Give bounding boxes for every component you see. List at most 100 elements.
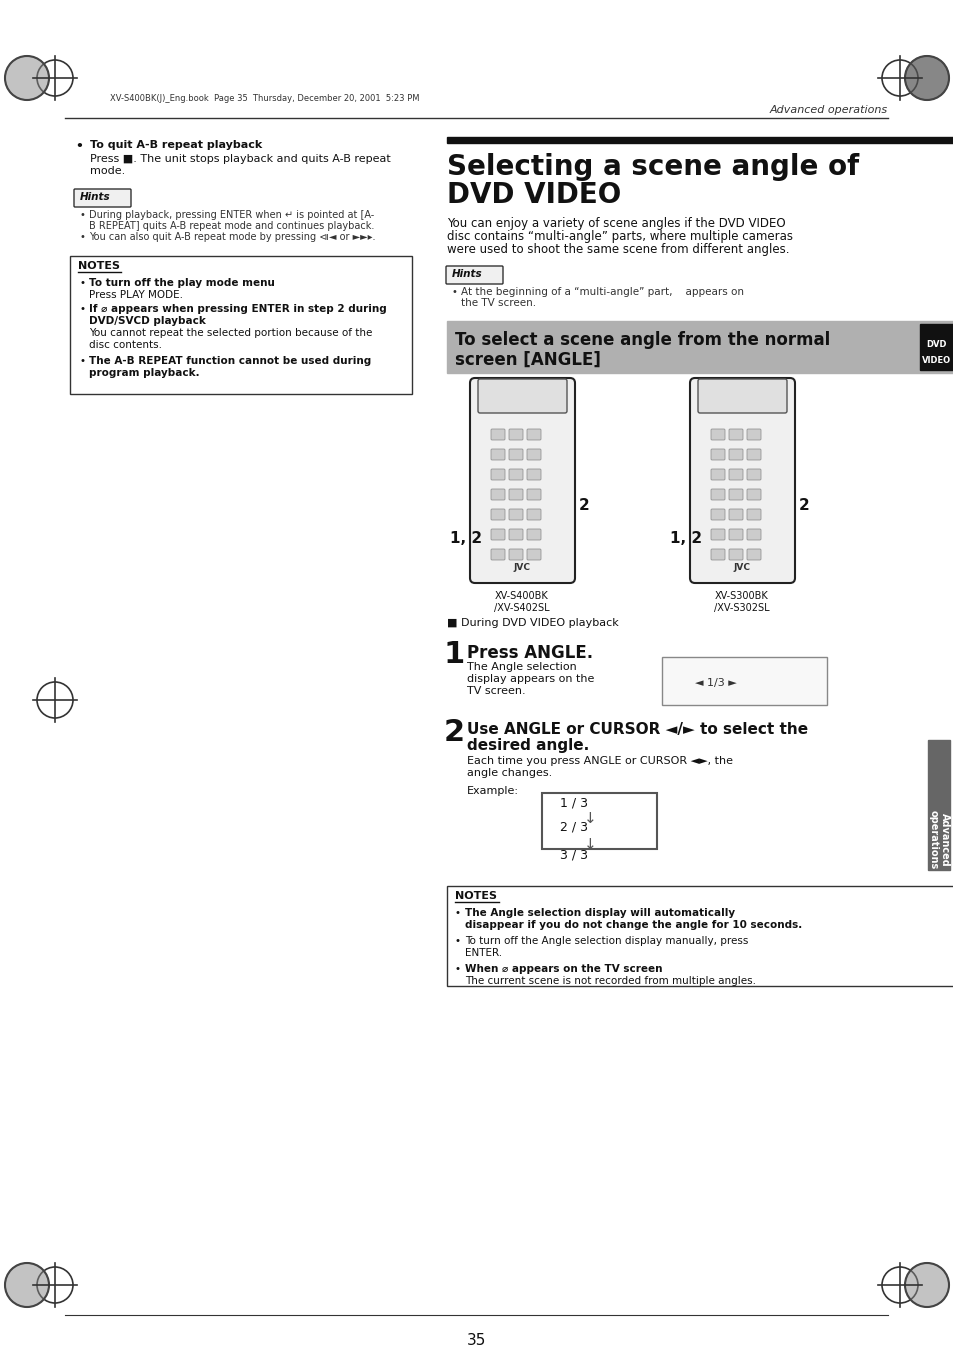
FancyBboxPatch shape: [526, 489, 540, 500]
Bar: [447, 322, 953, 373]
Text: At the beginning of a “multi-angle” part,    appears on: At the beginning of a “multi-angle” part…: [460, 286, 743, 297]
Text: 1, 2: 1, 2: [669, 531, 701, 546]
Text: 1: 1: [443, 640, 465, 669]
Text: Hints: Hints: [80, 192, 111, 203]
FancyBboxPatch shape: [491, 489, 504, 500]
Text: ↓: ↓: [583, 811, 597, 825]
Bar: [447, 136, 953, 143]
FancyBboxPatch shape: [526, 449, 540, 459]
FancyBboxPatch shape: [710, 469, 724, 480]
FancyBboxPatch shape: [470, 378, 575, 584]
Text: disappear if you do not change the angle for 10 seconds.: disappear if you do not change the angle…: [464, 920, 801, 929]
Text: Example:: Example:: [467, 786, 518, 796]
FancyBboxPatch shape: [728, 530, 742, 540]
FancyBboxPatch shape: [491, 509, 504, 520]
FancyBboxPatch shape: [491, 449, 504, 459]
Text: The current scene is not recorded from multiple angles.: The current scene is not recorded from m…: [464, 975, 755, 986]
Text: VIDEO: VIDEO: [922, 357, 950, 365]
Text: ↓: ↓: [583, 838, 597, 852]
FancyBboxPatch shape: [509, 430, 522, 440]
FancyBboxPatch shape: [728, 449, 742, 459]
Text: •: •: [455, 965, 460, 974]
Circle shape: [904, 1263, 948, 1306]
Text: The Angle selection display will automatically: The Angle selection display will automat…: [464, 908, 735, 917]
Bar: [927, 740, 949, 870]
FancyBboxPatch shape: [728, 430, 742, 440]
Text: When ⌀ appears on the TV screen: When ⌀ appears on the TV screen: [464, 965, 661, 974]
Text: Use ANGLE or CURSOR ◄/► to select the: Use ANGLE or CURSOR ◄/► to select the: [467, 721, 807, 738]
Text: To turn off the Angle selection display manually, press: To turn off the Angle selection display …: [464, 936, 747, 946]
Text: display appears on the: display appears on the: [467, 674, 594, 684]
Text: 2 / 3: 2 / 3: [559, 821, 587, 834]
FancyBboxPatch shape: [74, 189, 131, 207]
Text: •: •: [80, 357, 86, 366]
Text: program playback.: program playback.: [89, 367, 199, 378]
FancyBboxPatch shape: [509, 530, 522, 540]
Text: 1 / 3: 1 / 3: [559, 796, 587, 809]
Circle shape: [5, 55, 49, 100]
FancyBboxPatch shape: [526, 530, 540, 540]
FancyBboxPatch shape: [746, 509, 760, 520]
Text: You can enjoy a variety of scene angles if the DVD VIDEO: You can enjoy a variety of scene angles …: [447, 218, 785, 230]
Text: •: •: [80, 278, 86, 288]
Text: You can also quit A-B repeat mode by pressing ⧏◄ or ►►▸.: You can also quit A-B repeat mode by pre…: [89, 232, 375, 242]
Text: 3 / 3: 3 / 3: [559, 848, 587, 862]
FancyBboxPatch shape: [710, 430, 724, 440]
Text: ◄ 1/3 ►: ◄ 1/3 ►: [695, 678, 736, 688]
Text: Press ANGLE.: Press ANGLE.: [467, 644, 593, 662]
FancyBboxPatch shape: [477, 380, 566, 413]
FancyBboxPatch shape: [446, 266, 502, 284]
Text: •: •: [75, 141, 83, 153]
Text: 1, 2: 1, 2: [450, 531, 481, 546]
Text: •: •: [455, 936, 460, 946]
Text: 2: 2: [578, 499, 589, 513]
Text: Advanced operations: Advanced operations: [769, 105, 887, 115]
Text: Hints: Hints: [452, 269, 482, 280]
Text: B REPEAT] quits A-B repeat mode and continues playback.: B REPEAT] quits A-B repeat mode and cont…: [89, 222, 374, 231]
Bar: [919, 324, 953, 370]
Text: DVD VIDEO: DVD VIDEO: [447, 181, 620, 209]
FancyBboxPatch shape: [728, 489, 742, 500]
Text: To quit A-B repeat playback: To quit A-B repeat playback: [90, 141, 262, 150]
Bar: [661, 657, 826, 705]
Text: •: •: [80, 232, 86, 242]
Circle shape: [904, 55, 948, 100]
Text: You cannot repeat the selected portion because of the: You cannot repeat the selected portion b…: [89, 328, 372, 338]
FancyBboxPatch shape: [509, 549, 522, 561]
FancyBboxPatch shape: [746, 489, 760, 500]
Text: To select a scene angle from the normal: To select a scene angle from the normal: [455, 331, 829, 349]
FancyBboxPatch shape: [689, 378, 794, 584]
Text: •: •: [80, 209, 86, 220]
Text: JVC: JVC: [513, 563, 530, 571]
FancyBboxPatch shape: [491, 469, 504, 480]
FancyBboxPatch shape: [526, 469, 540, 480]
FancyBboxPatch shape: [526, 509, 540, 520]
FancyBboxPatch shape: [746, 530, 760, 540]
Bar: [447, 886, 953, 986]
FancyBboxPatch shape: [491, 530, 504, 540]
Bar: [541, 793, 657, 848]
Text: To turn off the play mode menu: To turn off the play mode menu: [89, 278, 274, 288]
FancyBboxPatch shape: [526, 549, 540, 561]
Text: During playback, pressing ENTER when ↵ is pointed at [A-: During playback, pressing ENTER when ↵ i…: [89, 209, 374, 220]
FancyBboxPatch shape: [491, 549, 504, 561]
FancyBboxPatch shape: [710, 530, 724, 540]
FancyBboxPatch shape: [509, 449, 522, 459]
Text: ENTER.: ENTER.: [464, 948, 501, 958]
Text: DVD: DVD: [925, 340, 946, 349]
Text: Each time you press ANGLE or CURSOR ◄►, the: Each time you press ANGLE or CURSOR ◄►, …: [467, 757, 732, 766]
Circle shape: [5, 1263, 49, 1306]
Text: were used to shoot the same scene from different angles.: were used to shoot the same scene from d…: [447, 243, 789, 255]
Text: XV-S400BK(J)_Eng.book  Page 35  Thursday, December 20, 2001  5:23 PM: XV-S400BK(J)_Eng.book Page 35 Thursday, …: [110, 95, 419, 103]
FancyBboxPatch shape: [491, 430, 504, 440]
FancyBboxPatch shape: [728, 469, 742, 480]
FancyBboxPatch shape: [710, 489, 724, 500]
Text: angle changes.: angle changes.: [467, 767, 552, 778]
Text: •: •: [452, 286, 457, 297]
Text: 2: 2: [443, 717, 465, 747]
FancyBboxPatch shape: [710, 449, 724, 459]
FancyBboxPatch shape: [746, 549, 760, 561]
Text: Press ■. The unit stops playback and quits A-B repeat: Press ■. The unit stops playback and qui…: [90, 154, 391, 163]
FancyBboxPatch shape: [509, 469, 522, 480]
FancyBboxPatch shape: [746, 469, 760, 480]
